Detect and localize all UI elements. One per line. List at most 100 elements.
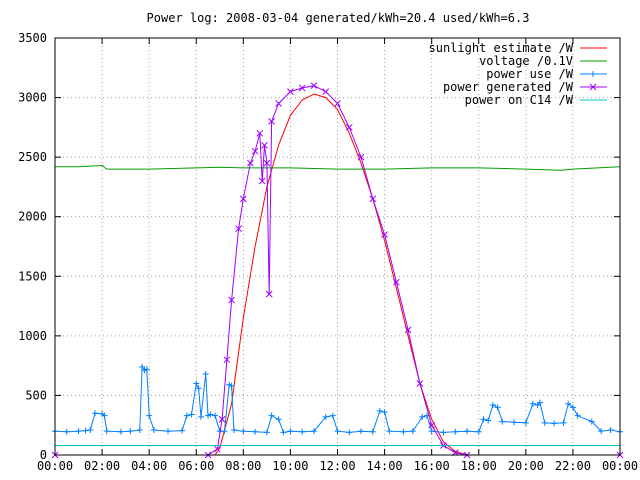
- x-tick-label: 18:00: [461, 459, 497, 473]
- data-point-marker: [569, 404, 576, 411]
- x-tick-label: 08:00: [225, 459, 261, 473]
- data-point-marker: [268, 412, 275, 419]
- x-tick-label: 22:00: [555, 459, 591, 473]
- data-point-marker: [419, 413, 426, 420]
- series-line: [55, 164, 621, 171]
- data-point-marker: [381, 231, 388, 238]
- series-line: [55, 85, 620, 456]
- chart-title: Power log: 2008-03-04 generated/kWh=20.4…: [147, 11, 530, 25]
- series-3: [51, 82, 624, 459]
- data-point-marker: [261, 141, 268, 149]
- series-0: [55, 93, 620, 456]
- data-point-marker: [265, 290, 273, 298]
- x-tick-label: 12:00: [319, 459, 355, 473]
- data-point-marker: [275, 100, 282, 107]
- chart-series-layer: [51, 82, 624, 459]
- data-point-marker: [358, 428, 365, 435]
- data-point-marker: [252, 428, 259, 435]
- data-point-marker: [334, 428, 341, 435]
- chart-grid: [55, 38, 620, 455]
- data-point-marker: [92, 410, 99, 417]
- data-point-marker: [463, 428, 470, 435]
- legend-label: voltage /0.1V: [479, 54, 573, 68]
- legend-label: sunlight estimate /W: [429, 41, 574, 55]
- data-point-marker: [179, 427, 186, 434]
- x-tick-label: 00:00: [602, 459, 638, 473]
- y-tick-label: 3000: [18, 91, 47, 105]
- data-point-marker: [440, 429, 447, 436]
- data-point-marker: [117, 428, 124, 435]
- data-point-marker: [63, 428, 70, 435]
- data-point-marker: [329, 412, 336, 419]
- series-1: [55, 164, 621, 171]
- data-point-marker: [369, 428, 376, 435]
- data-point-marker: [287, 428, 294, 435]
- data-point-marker: [499, 418, 506, 425]
- data-point-marker: [268, 118, 275, 125]
- x-tick-label: 02:00: [84, 459, 120, 473]
- data-point-marker: [202, 370, 209, 377]
- data-point-marker: [480, 416, 487, 423]
- data-point-marker: [212, 412, 219, 419]
- legend-marker: [589, 83, 597, 91]
- data-point-marker: [197, 413, 204, 420]
- x-tick-label: 00:00: [37, 459, 73, 473]
- data-point-marker: [143, 366, 150, 373]
- data-point-marker: [588, 418, 595, 425]
- data-point-marker: [240, 428, 247, 435]
- data-point-marker: [75, 428, 82, 435]
- data-point-marker: [494, 404, 501, 411]
- legend-label: power on C14 /W: [465, 93, 574, 107]
- data-point-marker: [87, 426, 94, 433]
- data-point-marker: [393, 278, 400, 286]
- x-tick-label: 06:00: [178, 459, 214, 473]
- data-point-marker: [280, 429, 287, 436]
- data-point-marker: [256, 129, 264, 137]
- data-point-marker: [529, 400, 536, 407]
- data-point-marker: [263, 159, 271, 167]
- data-point-marker: [287, 88, 294, 95]
- data-point-marker: [511, 419, 518, 426]
- y-tick-label: 0: [40, 448, 47, 462]
- data-point-marker: [310, 428, 317, 435]
- y-tick-label: 2000: [18, 210, 47, 224]
- x-tick-label: 16:00: [414, 459, 450, 473]
- data-point-marker: [221, 428, 228, 435]
- data-point-marker: [127, 428, 134, 435]
- data-point-marker: [560, 419, 567, 426]
- x-axis: 00:00 02:00 04:00 06:00 08:00 10:00 12:00 14:00…: [37, 38, 638, 473]
- data-point-marker: [345, 124, 353, 131]
- y-tick-label: 500: [25, 388, 47, 402]
- data-point-marker: [214, 445, 221, 453]
- data-point-marker: [598, 428, 605, 435]
- data-point-marker: [230, 426, 237, 433]
- data-point-marker: [223, 356, 231, 364]
- data-point-marker: [322, 413, 329, 420]
- series-2: [52, 363, 623, 436]
- data-point-marker: [101, 412, 108, 419]
- data-point-marker: [409, 428, 416, 435]
- data-point-marker: [485, 417, 492, 424]
- series-line: [55, 93, 620, 456]
- data-point-marker: [193, 380, 200, 387]
- data-point-marker: [247, 159, 254, 167]
- data-point-marker: [310, 82, 318, 90]
- data-point-marker: [195, 385, 202, 392]
- data-point-marker: [299, 428, 306, 435]
- x-tick-label: 20:00: [508, 459, 544, 473]
- data-point-marker: [386, 428, 393, 435]
- y-tick-label: 1500: [18, 269, 47, 283]
- data-point-marker: [536, 399, 543, 406]
- x-tick-label: 14:00: [367, 459, 403, 473]
- y-tick-label: 2500: [18, 150, 47, 164]
- x-tick-label: 04:00: [131, 459, 167, 473]
- data-point-marker: [139, 363, 146, 370]
- data-point-marker: [136, 426, 143, 433]
- data-point-marker: [357, 153, 365, 161]
- data-point-marker: [607, 426, 614, 433]
- data-point-marker: [322, 88, 330, 95]
- y-tick-label: 1000: [18, 329, 47, 343]
- legend-label: power use /W: [486, 67, 573, 81]
- data-point-marker: [258, 177, 266, 185]
